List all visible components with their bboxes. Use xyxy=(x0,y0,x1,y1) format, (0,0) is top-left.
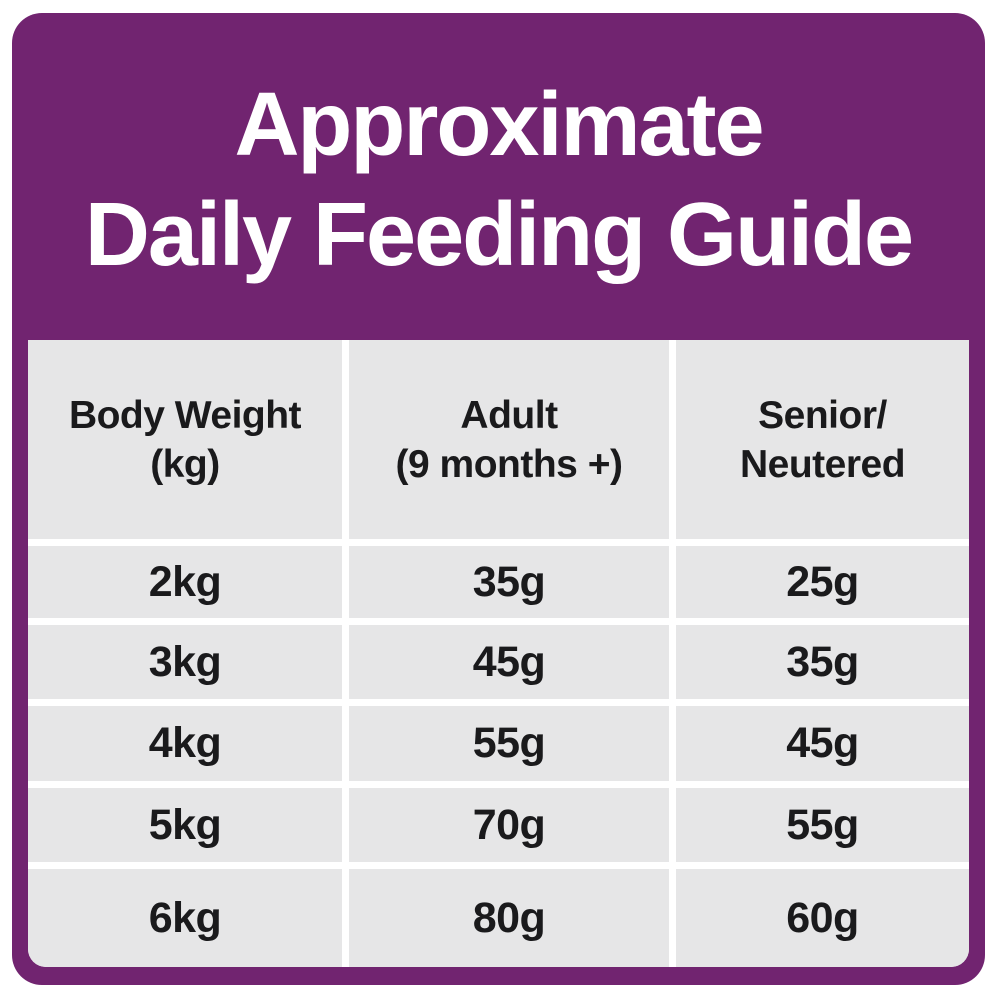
header-cell-adult: Adult (9 months +) xyxy=(349,340,669,539)
table-cell-weight-6kg: 6kg xyxy=(28,869,342,967)
page-title: Approximate Daily Feeding Guide xyxy=(12,13,985,290)
header-cell-senior-neutered: Senior/ Neutered xyxy=(676,340,969,539)
table-cell-adult-5kg: 70g xyxy=(349,788,669,862)
header-body-weight-line2: (kg) xyxy=(150,442,220,486)
header-adult-line2: (9 months +) xyxy=(395,442,623,486)
feeding-table: Body Weight (kg) Adult (9 months +) Seni… xyxy=(28,340,969,967)
header-senior-line2: Neutered xyxy=(739,442,906,486)
table-cell-senior-5kg: 55g xyxy=(676,788,969,862)
header-senior-line1: Senior/ xyxy=(758,393,887,437)
page-title-line2: Daily Feeding Guide xyxy=(84,185,914,285)
table-cell-adult-6kg: 80g xyxy=(349,869,669,967)
feeding-guide-card: Approximate Daily Feeding Guide Body Wei… xyxy=(12,13,985,985)
table-cell-weight-2kg: 2kg xyxy=(28,546,342,618)
table-cell-weight-4kg: 4kg xyxy=(28,706,342,781)
table-cell-adult-3kg: 45g xyxy=(349,625,669,699)
table-cell-weight-5kg: 5kg xyxy=(28,788,342,862)
table-cell-adult-2kg: 35g xyxy=(349,546,669,618)
table-cell-senior-4kg: 45g xyxy=(676,706,969,781)
header-cell-body-weight: Body Weight (kg) xyxy=(28,340,342,539)
table-cell-senior-6kg: 60g xyxy=(676,869,969,967)
page-title-line1: Approximate xyxy=(234,75,764,175)
table-cell-senior-3kg: 35g xyxy=(676,625,969,699)
table-cell-weight-3kg: 3kg xyxy=(28,625,342,699)
table-cell-senior-2kg: 25g xyxy=(676,546,969,618)
table-cell-adult-4kg: 55g xyxy=(349,706,669,781)
header-body-weight-line1: Body Weight xyxy=(68,393,302,437)
header-adult-line1: Adult xyxy=(460,393,558,437)
